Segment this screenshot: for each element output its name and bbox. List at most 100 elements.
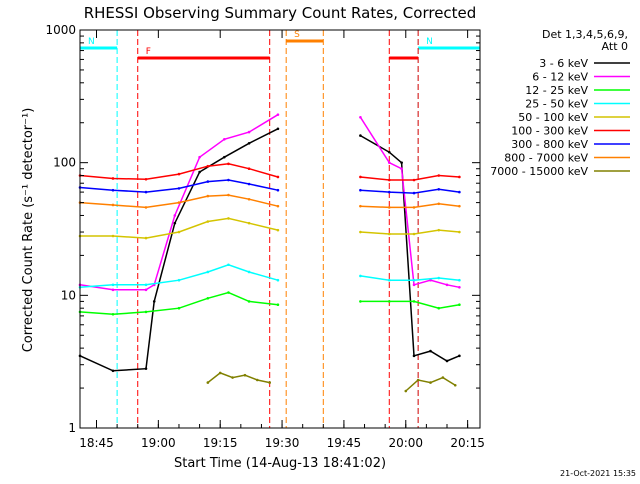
data-point <box>387 300 391 303</box>
data-point <box>111 234 115 238</box>
data-point <box>177 306 181 310</box>
x-tick-label: 20:00 <box>388 436 423 450</box>
data-point <box>412 283 416 287</box>
legend-label: 100 - 300 keV <box>511 125 588 138</box>
data-point <box>111 312 115 316</box>
legend-header: Att 0 <box>602 40 628 53</box>
data-point <box>198 155 201 159</box>
data-point <box>412 278 416 282</box>
legend-label: 7000 - 15000 keV <box>490 165 588 178</box>
data-point <box>223 138 226 141</box>
data-point <box>453 383 457 387</box>
data-point <box>458 204 461 208</box>
legend-label: 50 - 100 keV <box>518 111 588 124</box>
data-point <box>227 193 230 197</box>
timestamp: 21-Oct-2021 15:35 <box>560 469 636 478</box>
data-point <box>206 220 210 223</box>
data-point <box>223 155 226 159</box>
data-point <box>276 188 280 192</box>
data-point <box>276 228 280 232</box>
data-point <box>177 187 181 190</box>
data-point <box>247 221 251 225</box>
axes: 18:45 19:00 19:15 19:30 19:45 20:00 20:15 1 10 10… <box>45 23 484 450</box>
data-point <box>144 236 148 240</box>
data-point <box>173 214 177 217</box>
data-point <box>144 310 148 314</box>
data-point <box>227 263 230 267</box>
data-point <box>387 161 391 164</box>
data-point <box>359 300 362 303</box>
data-point <box>152 300 156 303</box>
data-point <box>437 202 441 206</box>
x-tick-label: 19:15 <box>203 436 238 450</box>
data-point <box>458 285 461 289</box>
data-point <box>256 378 259 382</box>
data-point <box>111 288 115 292</box>
data-point <box>429 278 432 282</box>
data-point <box>177 278 181 282</box>
data-point <box>437 276 441 280</box>
data-point <box>177 172 181 176</box>
data-point <box>387 206 391 209</box>
y-tick-label: 1 <box>68 421 76 435</box>
saa-label: S <box>294 30 300 40</box>
data-point <box>437 306 441 310</box>
data-point <box>276 303 280 306</box>
x-tick-label: 18:45 <box>79 436 114 450</box>
x-tick-label: 19:00 <box>141 436 176 450</box>
data-point <box>111 188 115 192</box>
legend-label: 12 - 25 keV <box>525 84 588 97</box>
data-point <box>458 354 461 358</box>
data-point <box>412 232 416 236</box>
data-point <box>437 174 441 177</box>
data-point <box>387 150 391 154</box>
data-point <box>227 162 230 166</box>
data-point <box>416 378 420 382</box>
night-label: N <box>426 37 433 47</box>
data-point <box>412 300 416 303</box>
legend-label: 3 - 6 keV <box>539 57 588 70</box>
data-point <box>276 278 280 282</box>
y-tick-label: 10 <box>61 288 76 302</box>
data-point <box>412 191 416 195</box>
data-point <box>412 206 416 209</box>
y-axis-label: Corrected Count Rate (s⁻¹ detector⁻¹) <box>21 108 36 353</box>
data-point <box>206 194 210 198</box>
data-point <box>400 167 403 171</box>
data-point <box>198 170 201 174</box>
data-point <box>387 232 391 236</box>
data-point <box>359 230 362 234</box>
legend-label: 6 - 12 keV <box>532 71 588 84</box>
data-point <box>144 283 148 287</box>
data-point <box>359 188 362 192</box>
data-point <box>276 204 280 208</box>
legend-label: 25 - 50 keV <box>525 98 588 111</box>
data-point <box>458 230 461 234</box>
data-point <box>359 175 362 179</box>
y-tick-label: 100 <box>53 156 76 170</box>
data-point <box>276 113 280 116</box>
data-point <box>276 175 280 179</box>
data-point <box>404 389 408 393</box>
data-point <box>359 204 362 208</box>
data-point <box>206 270 210 274</box>
data-point <box>437 228 441 232</box>
data-point <box>144 190 148 194</box>
data-point <box>247 141 251 145</box>
data-point <box>412 178 416 182</box>
x-tick-label: 19:45 <box>327 436 362 450</box>
data-point <box>144 288 148 292</box>
data-point <box>206 164 210 168</box>
data-point <box>429 381 432 384</box>
data-point <box>247 197 251 201</box>
data-point <box>247 182 251 186</box>
plot-area <box>78 113 461 393</box>
data-point <box>359 274 362 278</box>
data-point <box>268 381 271 384</box>
data-point <box>206 381 210 384</box>
data-point <box>111 369 115 373</box>
data-point <box>177 201 181 204</box>
